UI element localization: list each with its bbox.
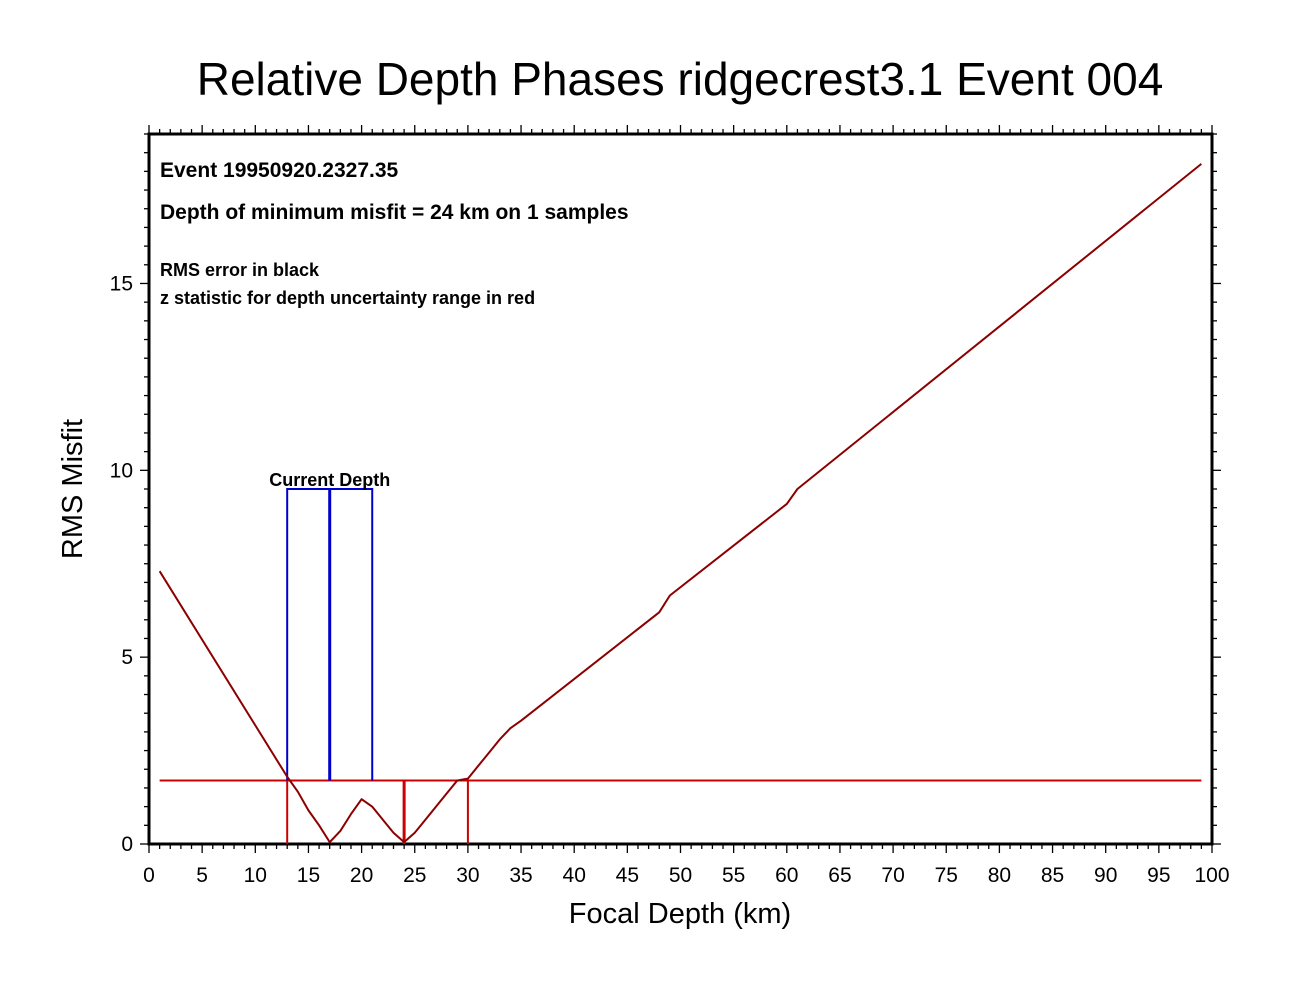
x-tick-label: 55 — [722, 864, 745, 887]
x-axis-ticks: 0 5 10 15 20 25 30 35 40 45 50 55 60 65 70 75 80 85 90 95 10… — [143, 125, 1230, 887]
x-tick-label: 70 — [881, 864, 904, 887]
data-marks — [158, 163, 1202, 844]
min-misfit-label: Depth of minimum misfit = 24 km on 1 sam… — [160, 201, 629, 224]
x-tick-label: 65 — [828, 864, 851, 887]
x-tick-label: 15 — [297, 864, 320, 887]
rms-misfit-curve — [158, 163, 1202, 844]
x-tick-label: 85 — [1041, 864, 1064, 887]
x-tick-label: 60 — [775, 864, 798, 887]
y-tick-label: 15 — [110, 272, 133, 295]
x-tick-label: 100 — [1194, 864, 1229, 887]
z-statistic-note: z statistic for depth uncertainty range … — [160, 288, 535, 308]
x-axis-title: Focal Depth (km) — [569, 898, 791, 930]
x-tick-label: 30 — [456, 864, 479, 887]
x-tick-label: 45 — [616, 864, 639, 887]
x-tick-label: 10 — [244, 864, 267, 887]
x-tick-label: 35 — [509, 864, 532, 887]
x-tick-label: 20 — [350, 864, 373, 887]
x-tick-label: 5 — [196, 864, 208, 887]
y-axis-ticks: 0 5 10 15 — [110, 133, 1221, 856]
x-tick-label: 40 — [563, 864, 586, 887]
y-tick-label: 0 — [121, 833, 133, 856]
x-tick-label: 75 — [935, 864, 958, 887]
y-tick-label: 5 — [121, 646, 133, 669]
rms-note: RMS error in black — [160, 260, 320, 280]
x-tick-label: 25 — [403, 864, 426, 887]
y-tick-label: 10 — [110, 459, 133, 482]
current-depth-label: Current Depth — [269, 470, 390, 490]
x-tick-label: 0 — [143, 864, 155, 887]
x-tick-label: 80 — [988, 864, 1011, 887]
event-label: Event 19950920.2327.35 — [160, 159, 399, 182]
y-axis-title: RMS Misfit — [57, 419, 89, 559]
x-tick-label: 50 — [669, 864, 692, 887]
x-tick-label: 90 — [1094, 864, 1117, 887]
chart-title: Relative Depth Phases ridgecrest3.1 Even… — [197, 53, 1164, 105]
x-tick-label: 95 — [1147, 864, 1170, 887]
